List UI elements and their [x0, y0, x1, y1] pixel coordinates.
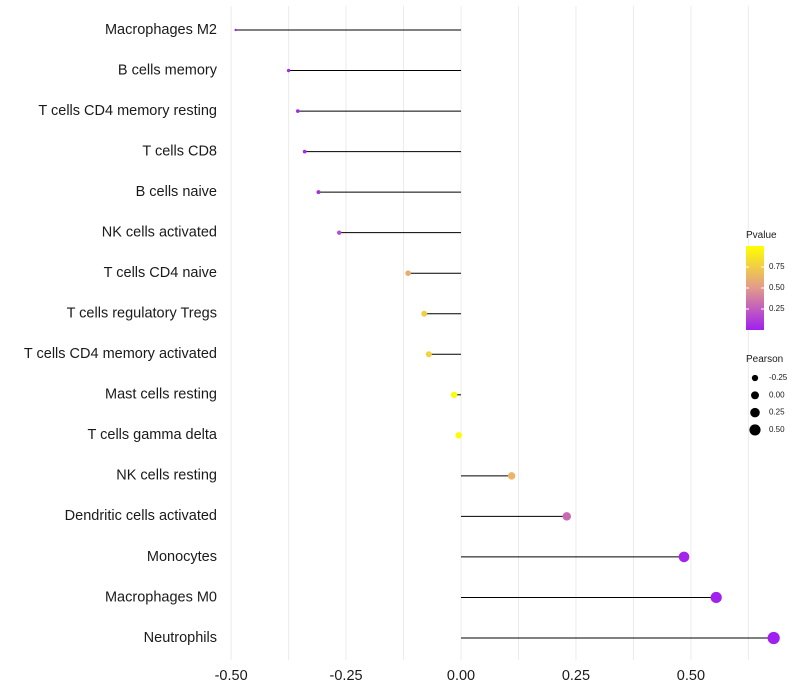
category-label: NK cells resting	[116, 468, 217, 484]
category-label: Mast cells resting	[105, 387, 217, 403]
pearson-legend-label: 0.25	[769, 408, 785, 417]
lollipop-points	[234, 28, 780, 645]
lollipop-point	[336, 230, 342, 235]
category-labels: Macrophages M2 B cells memory T cells CD4 …	[24, 22, 218, 646]
lollipop-point	[678, 551, 690, 563]
x-tick-label: -0.50	[215, 668, 248, 684]
lollipop-point	[425, 351, 432, 358]
pvalue-colorbar	[746, 246, 764, 330]
category-label: B cells memory	[118, 62, 218, 78]
lollipop-point	[405, 270, 411, 277]
lollipop-point	[421, 310, 428, 317]
pearson-legend-label: -0.25	[769, 373, 788, 382]
pearson-legend-label: 0.50	[769, 425, 785, 434]
x-tick-label: 0.50	[677, 668, 705, 684]
lollipop-stems	[235, 29, 774, 639]
lollipop-point	[450, 391, 458, 399]
pearson-legend-key	[751, 391, 759, 400]
pearson-legend-key	[750, 407, 760, 418]
category-label: Dendritic cells activated	[65, 508, 217, 524]
pvalue-legend-title: Pvalue	[746, 230, 777, 241]
category-label: Macrophages M0	[105, 589, 217, 605]
lollipop-point	[455, 432, 462, 439]
lollipop-point	[767, 631, 780, 645]
lollipop-point	[562, 512, 572, 521]
category-label: Monocytes	[147, 549, 217, 565]
x-axis-tick-labels: -0.50 -0.25 0.00 0.25 0.50	[215, 668, 705, 684]
lollipop-point	[507, 472, 516, 480]
lollipop-point	[234, 28, 237, 32]
category-label: T cells gamma delta	[88, 427, 218, 443]
category-label: T cells CD4 memory resting	[38, 103, 217, 119]
pearson-legend: Pearson -0.25 0.00 0.25 0.50	[746, 354, 788, 436]
category-label: T cells CD8	[142, 143, 217, 159]
pearson-legend-key	[749, 424, 761, 436]
lollipop-point	[710, 591, 722, 604]
lollipop-point	[302, 149, 307, 154]
colorbar-tick-label: 0.75	[769, 262, 785, 271]
pearson-legend-key	[751, 374, 759, 382]
grid-lines	[230, 6, 749, 660]
category-label: T cells CD4 naive	[104, 265, 217, 281]
colorbar-tick-label: 0.50	[769, 283, 785, 292]
lollipop-point	[316, 190, 321, 195]
x-tick-label: 0.25	[562, 668, 590, 684]
pearson-legend-label: 0.00	[769, 390, 785, 399]
category-label: T cells regulatory Tregs	[67, 306, 217, 322]
category-label: NK cells activated	[102, 224, 217, 240]
x-tick-label: -0.25	[330, 668, 363, 684]
category-label: Macrophages M2	[105, 22, 217, 38]
lollipop-point	[295, 109, 300, 113]
pearson-legend-title: Pearson	[746, 354, 783, 365]
lollipop-point	[286, 68, 291, 73]
category-label: Neutrophils	[144, 630, 217, 646]
x-tick-label: 0.00	[447, 668, 475, 684]
colorbar-tick-label: 0.25	[769, 304, 785, 313]
category-label: T cells CD4 memory activated	[24, 346, 217, 362]
pvalue-legend: Pvalue 0.25 0.50 0.75	[746, 230, 785, 330]
category-label: B cells naive	[136, 184, 217, 200]
